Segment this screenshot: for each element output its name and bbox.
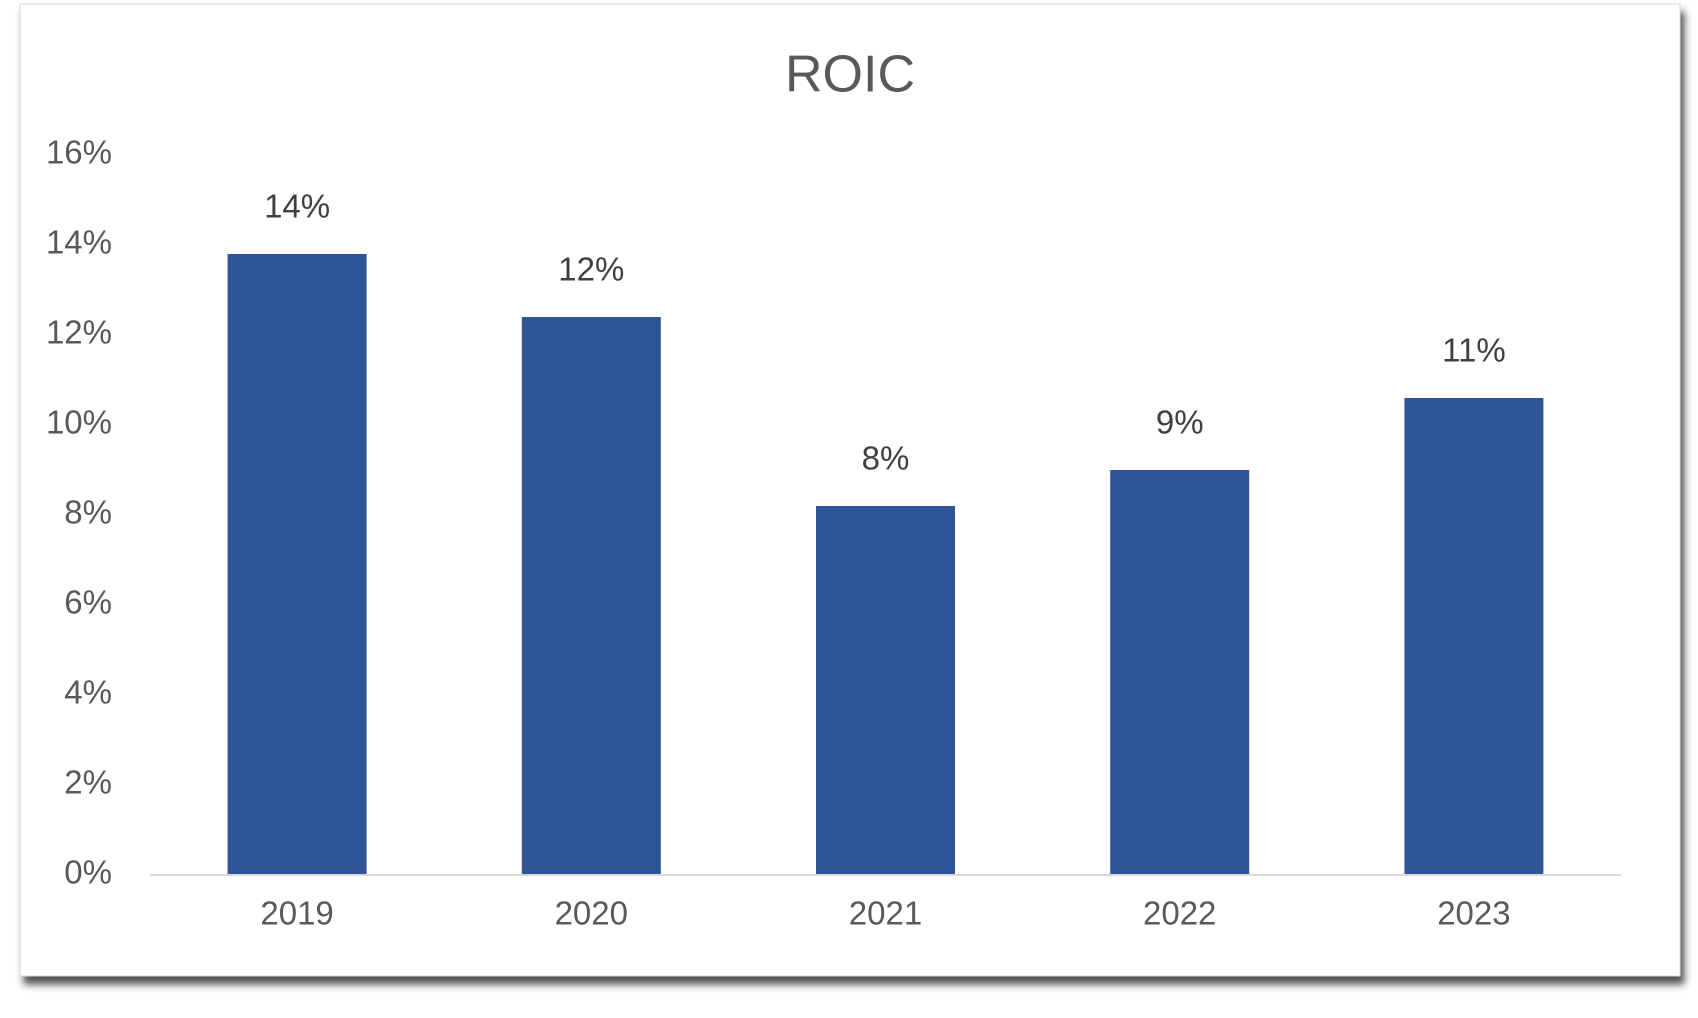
bar <box>1404 398 1544 875</box>
y-tick-label: 12% <box>46 314 112 351</box>
value-label: 9% <box>1156 404 1204 441</box>
x-tick-label: 2023 <box>1437 895 1510 932</box>
bar <box>1110 470 1250 875</box>
y-tick-label: 8% <box>64 494 112 531</box>
y-tick-label: 6% <box>64 584 112 621</box>
y-tick-label: 4% <box>64 674 112 711</box>
y-tick-label: 10% <box>46 404 112 441</box>
value-label: 11% <box>1442 332 1506 369</box>
bar <box>227 254 367 875</box>
bar <box>521 317 661 875</box>
value-label: 8% <box>862 440 910 477</box>
y-tick-label: 16% <box>46 134 112 171</box>
y-tick-label: 0% <box>64 854 112 891</box>
x-tick-label: 2021 <box>849 895 922 932</box>
x-tick-label: 2020 <box>555 895 628 932</box>
y-tick-label: 14% <box>46 224 112 261</box>
value-label: 12% <box>558 251 624 288</box>
x-tick-label: 2019 <box>260 895 333 932</box>
x-tick-label: 2022 <box>1143 895 1216 932</box>
chart-title: ROIC <box>785 46 915 104</box>
y-tick-label: 2% <box>64 764 112 801</box>
bar <box>816 506 955 875</box>
value-label: 14% <box>264 188 330 225</box>
